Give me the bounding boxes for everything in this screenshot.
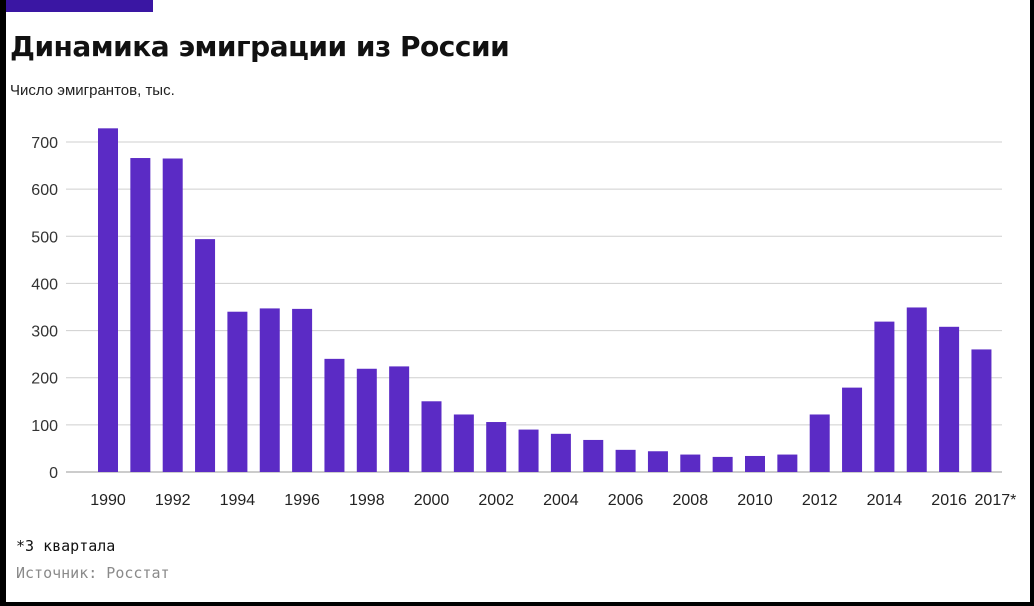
bar-2003 [518,429,539,472]
bar-2000 [421,401,442,472]
y-tick-label: 600 [31,182,58,199]
bar-2017* [971,349,992,472]
x-tick-label: 2008 [673,492,709,509]
bar-1997 [324,358,345,472]
y-axis-ticks: 0 100 200 300 400 500 600 700 [31,135,58,482]
source-note: Источник: Росстат [16,564,170,582]
bar-1991 [130,158,151,472]
bar-1994 [227,311,248,472]
x-tick-label: 2012 [802,492,838,509]
bar-2005 [583,439,604,472]
y-tick-label: 300 [31,324,58,341]
x-tick-label: 1996 [284,492,320,509]
x-tick-label: 2002 [478,492,514,509]
y-tick-label: 700 [31,135,58,152]
accent-bar [6,0,153,12]
bar-1992 [162,158,183,472]
x-tick-label: 1994 [220,492,256,509]
x-tick-label: 2014 [867,492,903,509]
bar-2002 [486,422,507,472]
x-tick-label: 1990 [90,492,126,509]
x-tick-label: 1998 [349,492,385,509]
bar-1999 [389,366,410,472]
grid-lines [66,141,1002,473]
x-axis-ticks: 1990 1992 1994 1996 1998 2000 2002 2004 2006 2008… [90,492,1016,509]
bar-2001 [453,414,474,472]
bar-2011 [777,454,798,472]
y-tick-label: 0 [49,465,58,482]
x-tick-label: 2000 [414,492,450,509]
bar-2012 [809,414,830,472]
chart-card: Динамика эмиграции из России Число эмигр… [6,0,1030,602]
bar-2010 [745,455,765,472]
bars [98,128,992,473]
bar-1990 [98,128,118,473]
footnote: *3 квартала [16,537,116,555]
y-tick-label: 200 [31,371,58,388]
x-tick-label: 2010 [737,492,773,509]
chart-subtitle: Число эмигрантов, тыс. [10,82,175,99]
x-tick-label: 2017* [975,492,1017,509]
y-tick-label: 400 [31,276,58,293]
bar-2014 [874,321,895,472]
bar-2007 [647,451,668,472]
bar-2009 [712,456,733,472]
bar-1995 [259,308,280,472]
x-tick-label: 2006 [608,492,644,509]
y-tick-label: 100 [31,418,58,435]
y-tick-label: 500 [31,229,58,246]
bar-2008 [680,454,701,472]
x-tick-label: 2004 [543,492,579,509]
bar-2016 [939,326,960,472]
x-tick-label: 2016 [931,492,967,509]
bar-1998 [356,368,377,472]
x-tick-label: 1992 [155,492,191,509]
bar-1996 [292,308,313,472]
bar-1993 [195,239,216,472]
bar-2004 [550,433,571,472]
bar-2006 [615,449,636,472]
bar-2015 [906,307,927,472]
chart-title: Динамика эмиграции из России [10,30,510,63]
bar-2013 [842,387,863,472]
